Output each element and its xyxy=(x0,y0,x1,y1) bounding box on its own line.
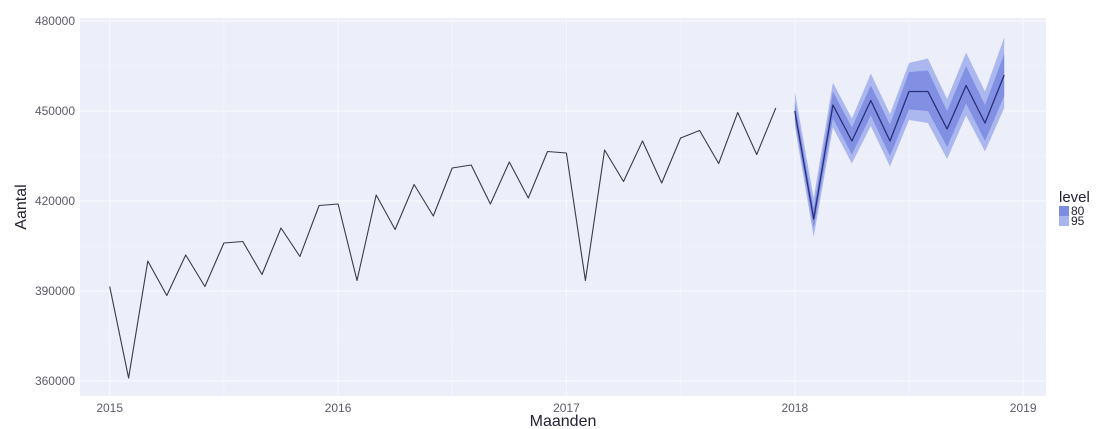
gridlines xyxy=(80,18,1046,396)
legend-label-95: 95 xyxy=(1071,214,1085,228)
y-tick-label: 390000 xyxy=(35,284,75,298)
legend-title: level xyxy=(1059,189,1090,206)
forecast-mean-line xyxy=(794,74,1005,220)
y-axis-title: Aantal xyxy=(13,184,30,229)
x-axis-title: Maanden xyxy=(530,413,597,429)
y-tick-label: 420000 xyxy=(35,194,75,208)
x-tick-label: 2016 xyxy=(325,401,352,415)
y-tick-label: 480000 xyxy=(35,14,75,28)
y-axis-ticks: 360000 390000 420000 450000 480000 xyxy=(35,14,75,388)
legend-label-80: 80 xyxy=(1071,204,1085,218)
y-tick-label: 450000 xyxy=(35,104,75,118)
x-tick-label: 2018 xyxy=(781,401,808,415)
history-line xyxy=(109,107,777,379)
band-95 xyxy=(794,37,1005,237)
x-axis-ticks: 2015 2016 2017 2018 2019 xyxy=(96,401,1036,415)
legend-swatch-95 xyxy=(1059,216,1069,226)
x-tick-label: 2017 xyxy=(553,401,580,415)
x-tick-label: 2015 xyxy=(96,401,123,415)
legend-swatch-80 xyxy=(1059,206,1069,216)
series-lines xyxy=(109,74,1005,379)
plot-panel xyxy=(80,18,1046,396)
y-tick-label: 360000 xyxy=(35,374,75,388)
x-tick-label: 2019 xyxy=(1010,401,1037,415)
